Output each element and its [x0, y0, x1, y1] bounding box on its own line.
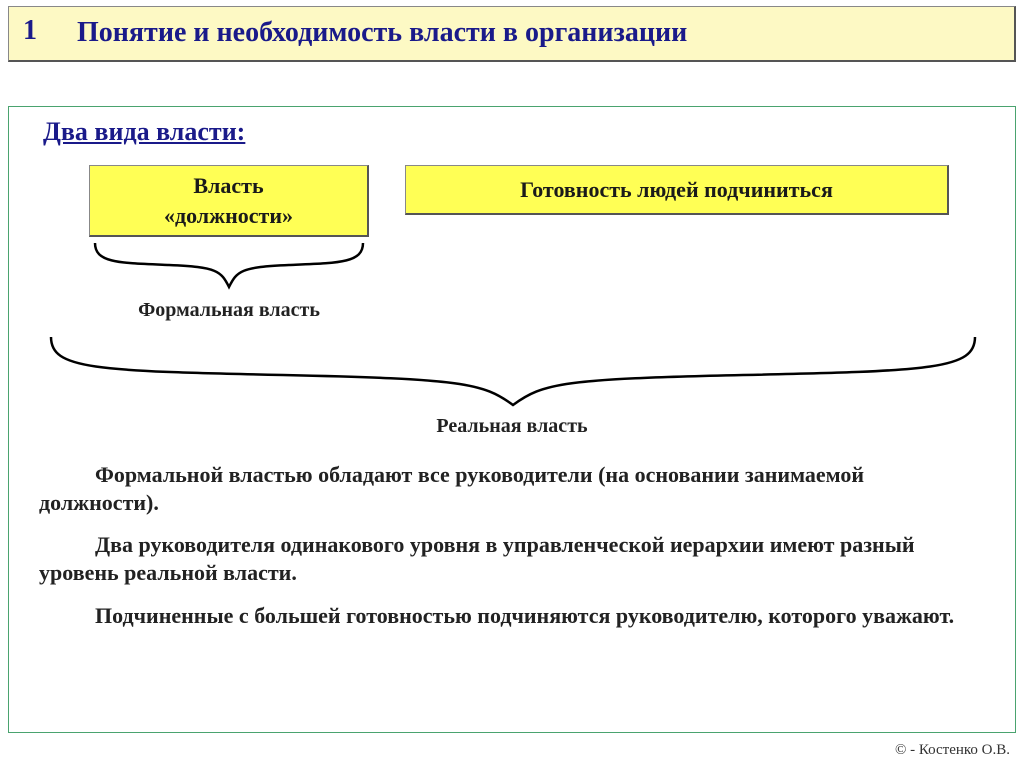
paragraph-3: Подчиненные с большей готовностью подчин…: [39, 602, 981, 630]
header-panel: 1 Понятие и необходимость власти в орган…: [8, 6, 1016, 62]
subtitle: Два вида власти:: [43, 117, 991, 147]
paragraph-2: Два руководителя одинакового уровня в уп…: [39, 531, 981, 587]
willingness-box: Готовность людей подчиниться: [405, 165, 949, 215]
header-number: 1: [23, 15, 73, 47]
brace-1-icon: [89, 241, 369, 296]
brace-1-container: Формальная власть: [89, 237, 991, 297]
box-right-text: Готовность людей подчиниться: [520, 177, 833, 203]
footer-credit: © - Костенко О.В.: [895, 742, 1010, 759]
formal-power-label: Формальная власть: [89, 299, 369, 322]
power-position-box: Власть «должности»: [89, 165, 369, 237]
brace-2-container: Реальная власть: [33, 335, 991, 415]
box-left-line2: «должности»: [164, 201, 293, 231]
content-panel: Два вида власти: Власть «должности» Гото…: [8, 106, 1016, 733]
two-boxes-row: Власть «должности» Готовность людей подч…: [89, 165, 991, 237]
paragraph-block: Формальной властью обладают все руководи…: [33, 461, 991, 630]
box-left-line1: Власть: [193, 171, 263, 201]
real-power-label: Реальная власть: [33, 415, 991, 438]
header-title: Понятие и необходимость власти в организ…: [77, 15, 687, 50]
brace-2-icon: [33, 335, 993, 413]
paragraph-1: Формальной властью обладают все руководи…: [39, 461, 981, 517]
